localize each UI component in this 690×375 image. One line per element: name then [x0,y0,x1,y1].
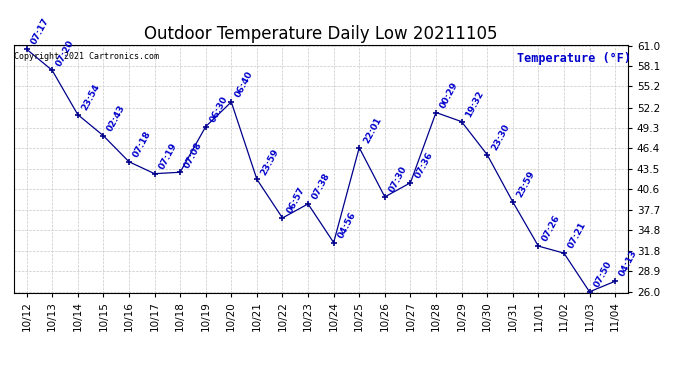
Text: 07:19: 07:19 [157,141,179,171]
Text: 07:50: 07:50 [592,260,613,289]
Text: 07:18: 07:18 [132,129,153,159]
Text: 02:43: 02:43 [106,104,127,133]
Text: 07:26: 07:26 [541,214,562,243]
Text: 00:29: 00:29 [439,80,460,110]
Text: Temperature (°F): Temperature (°F) [518,53,631,65]
Text: 23:54: 23:54 [80,82,101,112]
Text: 07:17: 07:17 [29,17,50,46]
Text: 06:57: 06:57 [285,186,306,215]
Text: 23:59: 23:59 [259,147,281,177]
Text: 06:30: 06:30 [208,94,230,124]
Text: 23:59: 23:59 [515,170,537,199]
Text: 07:20: 07:20 [55,38,76,68]
Text: 07:08: 07:08 [183,140,204,170]
Text: 22:01: 22:01 [362,116,383,145]
Text: 19:32: 19:32 [464,89,486,119]
Text: 04:56: 04:56 [336,210,357,240]
Text: 07:30: 07:30 [387,165,408,194]
Text: Copyright 2021 Cartronics.com: Copyright 2021 Cartronics.com [14,53,159,62]
Text: 06:40: 06:40 [234,70,255,99]
Text: 07:36: 07:36 [413,150,434,180]
Text: 07:38: 07:38 [310,172,332,201]
Text: 23:30: 23:30 [490,123,511,152]
Text: 04:13: 04:13 [618,249,639,278]
Title: Outdoor Temperature Daily Low 20211105: Outdoor Temperature Daily Low 20211105 [144,26,497,44]
Text: 07:21: 07:21 [566,221,588,251]
